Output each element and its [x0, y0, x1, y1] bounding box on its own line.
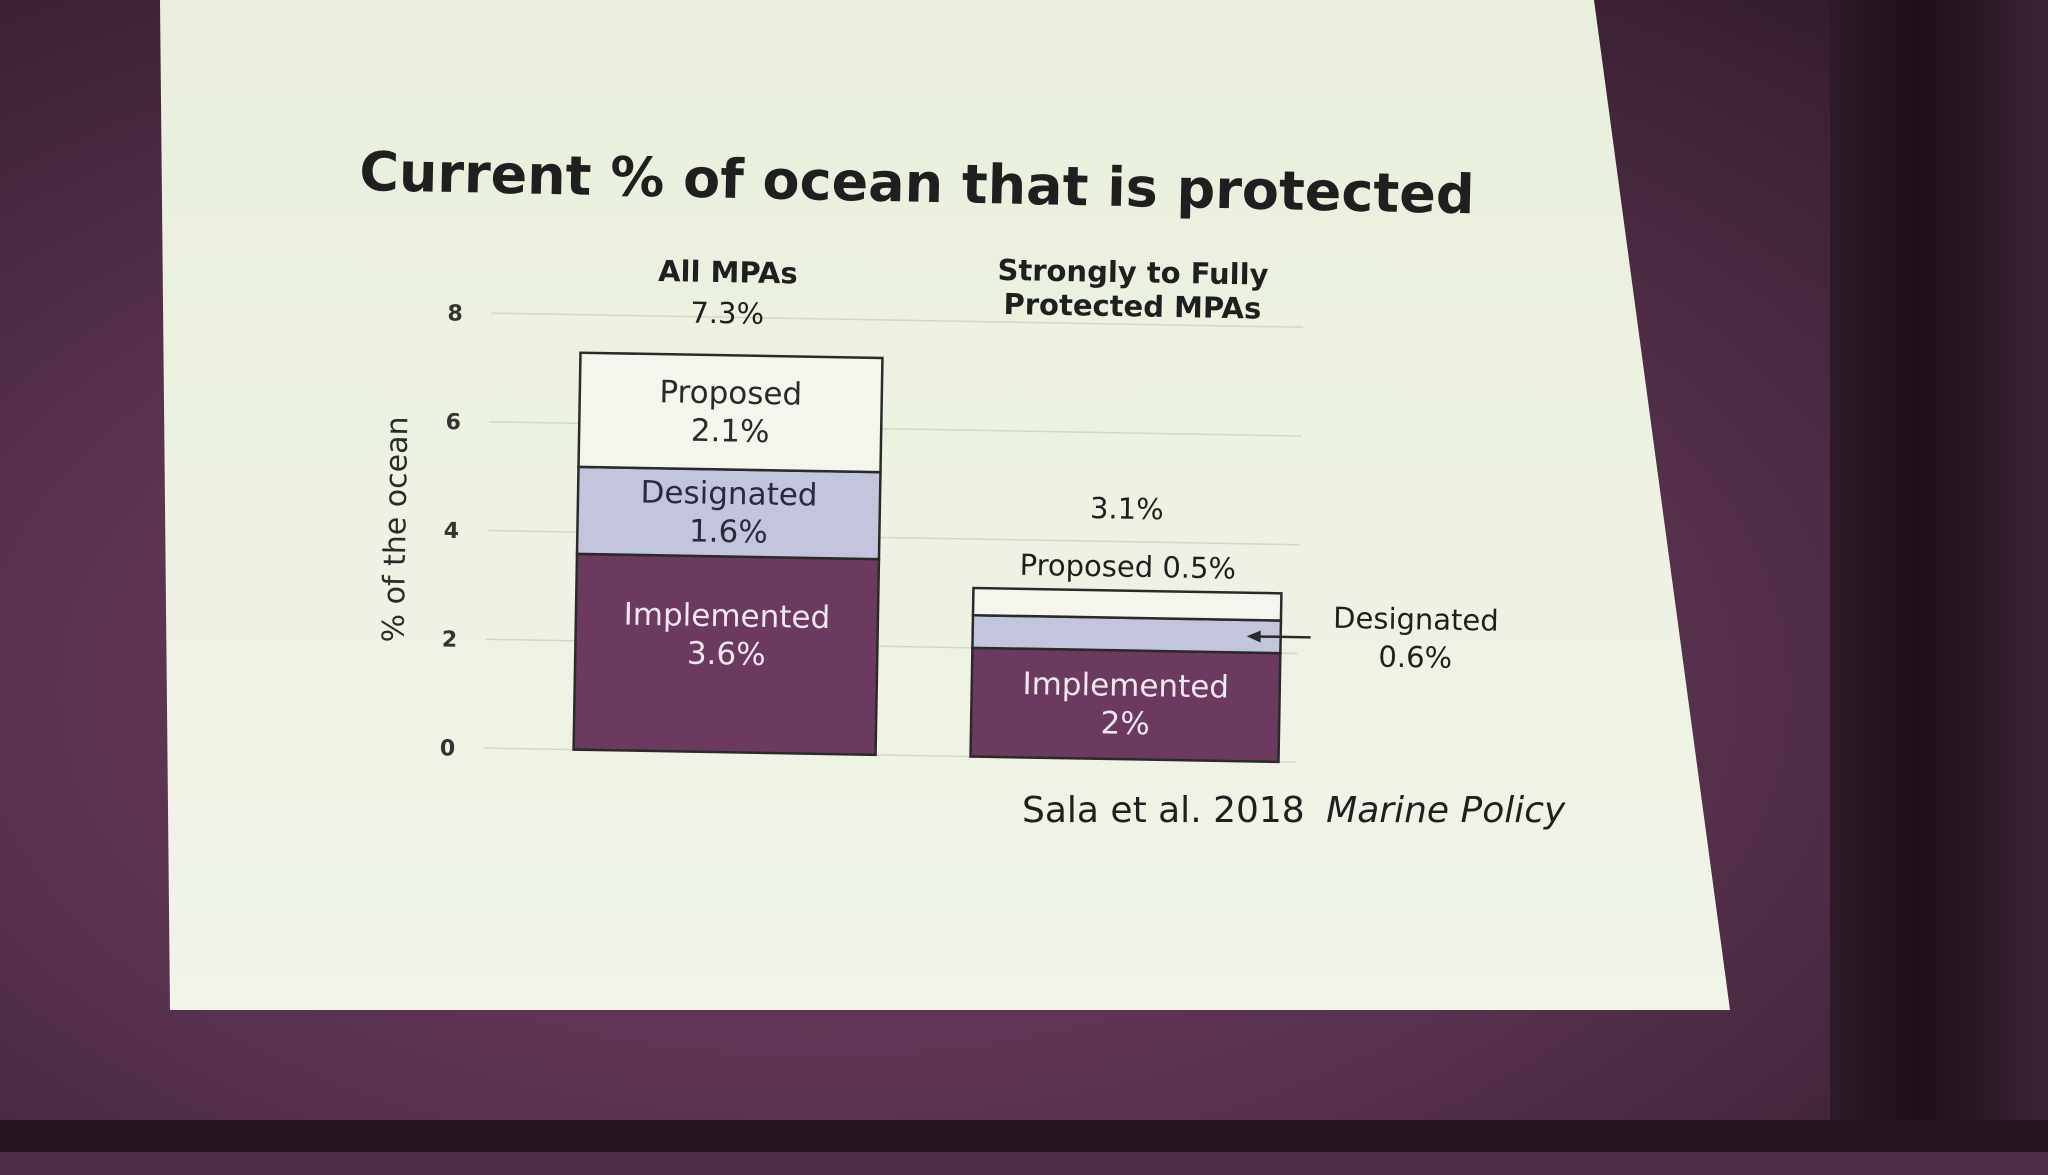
- room-floor-edge: [0, 1120, 2048, 1152]
- segment-label: 1.6%: [689, 513, 768, 550]
- segment-label: Implemented: [623, 597, 830, 637]
- segment-label: 2%: [1100, 705, 1150, 742]
- y-tick-label: 0: [440, 736, 456, 761]
- segment-label: 2.1%: [690, 413, 769, 450]
- citation: Sala et al. 2018 Marine Policy: [1022, 790, 1565, 831]
- callout-label: Designated: [1333, 601, 1499, 638]
- segment-label: 3.6%: [687, 636, 766, 673]
- projected-slide: [160, 0, 1730, 1010]
- room-wall-dark: [1830, 0, 2048, 1152]
- y-tick-label: 8: [447, 301, 463, 326]
- citation-authors: Sala et al. 2018: [1022, 790, 1305, 831]
- segment-label: Implemented: [1022, 666, 1229, 706]
- y-tick-label: 6: [445, 410, 461, 435]
- y-axis-label: % of the ocean: [376, 416, 415, 643]
- bar-total-label: 7.3%: [690, 296, 764, 331]
- y-tick-label: 2: [442, 628, 458, 653]
- segment-label: Proposed 0.5%: [1019, 548, 1236, 586]
- segment-label: Proposed: [659, 374, 802, 412]
- gridline: [491, 312, 1304, 329]
- bar-segment-proposed: [971, 586, 1283, 622]
- callout-label: 0.6%: [1378, 640, 1452, 675]
- bar-segment-implemented: [969, 646, 1282, 764]
- bar-total-label: 3.1%: [1090, 491, 1164, 526]
- bar-segment-proposed: [577, 351, 884, 474]
- citation-journal: Marine Policy: [1326, 790, 1566, 831]
- category-title: All MPAs: [658, 254, 798, 290]
- category-title: Protected MPAs: [1003, 287, 1261, 325]
- callout-arrowhead: [1246, 630, 1261, 643]
- segment-label: Designated: [640, 474, 818, 513]
- category-title: Strongly to Fully: [997, 253, 1269, 292]
- y-tick-label: 4: [443, 519, 459, 544]
